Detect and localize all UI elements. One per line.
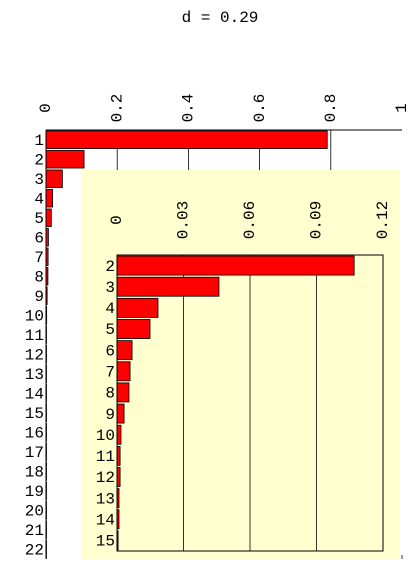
x-tick-label: 0.03: [175, 201, 193, 239]
y-tick-label: 7: [34, 249, 44, 267]
chart-title: d = 0.29: [182, 9, 259, 27]
y-tick-label: 13: [96, 490, 115, 508]
y-tick-label: 12: [25, 346, 44, 364]
bar: [45, 130, 328, 149]
x-tick-label: 0.4: [180, 94, 198, 123]
y-tick-label: 12: [96, 469, 115, 487]
bar: [116, 382, 130, 403]
y-tick-label: 4: [105, 300, 115, 318]
inset-frame: [116, 254, 384, 552]
x-tick-label: 0: [108, 215, 126, 225]
y-tick-label: 5: [105, 321, 115, 339]
x-tick-label: 1: [393, 103, 409, 113]
y-tick-label: 5: [34, 210, 44, 228]
y-tick-label: 6: [34, 229, 44, 247]
bar: [116, 424, 122, 445]
bar: [116, 361, 131, 382]
y-tick-label: 14: [96, 512, 115, 530]
y-tick-label: 18: [25, 463, 44, 481]
bar: [45, 208, 52, 227]
x-tick-label: 0.12: [374, 201, 392, 239]
y-tick-label: 4: [34, 190, 44, 208]
bar: [116, 319, 151, 339]
y-tick-label: 19: [25, 483, 44, 501]
x-tick-label: 0: [37, 103, 55, 113]
y-tick-label: 22: [25, 541, 44, 559]
y-tick-label: 8: [34, 268, 44, 286]
bar: [116, 276, 220, 297]
y-tick-label: 10: [25, 307, 44, 325]
x-tick-label: 0.8: [322, 94, 340, 123]
y-tick-label: 2: [34, 151, 44, 169]
bar: [45, 169, 63, 188]
y-tick-label: 15: [96, 533, 115, 551]
x-tick-label: 0.09: [308, 201, 326, 239]
y-tick-label: 9: [34, 288, 44, 306]
bar: [45, 189, 53, 208]
bar: [45, 150, 85, 169]
y-tick-label: 11: [25, 327, 44, 345]
y-tick-label: 3: [105, 279, 115, 297]
y-tick-label: 17: [25, 444, 44, 462]
bar: [116, 340, 133, 361]
y-tick-label: 1: [34, 132, 44, 150]
bar: [116, 255, 355, 276]
y-tick-label: 9: [105, 406, 115, 424]
bar: [116, 403, 125, 424]
inset-background: [82, 170, 400, 559]
y-tick-label: 10: [96, 427, 115, 445]
x-tick-label: 0.2: [108, 94, 126, 123]
y-tick-label: 8: [105, 385, 115, 403]
x-tick-label: 0.06: [241, 201, 259, 239]
bar: [116, 297, 159, 318]
y-tick-label: 6: [105, 342, 115, 360]
y-tick-label: 15: [25, 405, 44, 423]
y-tick-label: 7: [105, 364, 115, 382]
y-tick-label: 14: [25, 385, 44, 403]
y-tick-label: 2: [105, 258, 115, 276]
y-tick-label: 11: [96, 448, 115, 466]
y-tick-label: 3: [34, 171, 44, 189]
y-tick-label: 13: [25, 366, 44, 384]
y-tick-label: 21: [25, 522, 44, 540]
y-tick-label: 20: [25, 502, 44, 520]
y-tick-label: 16: [25, 424, 44, 442]
x-tick-label: 0.6: [251, 94, 269, 123]
